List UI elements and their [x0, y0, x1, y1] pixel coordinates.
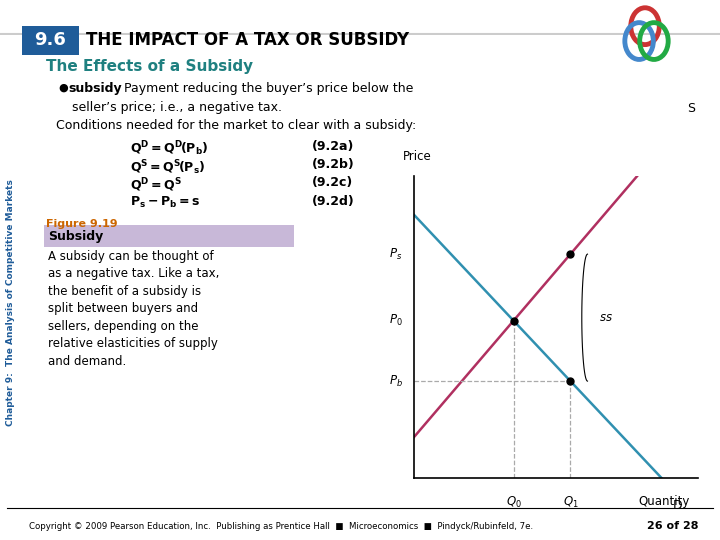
Text: Copyright © 2009 Pearson Education, Inc.  Publishing as Prentice Hall  ■  Microe: Copyright © 2009 Pearson Education, Inc.… — [29, 522, 533, 530]
Text: The Effects of a Subsidy: The Effects of a Subsidy — [46, 59, 253, 75]
Text: $\mathbf{Q^D = Q^D\!(P_b)}$: $\mathbf{Q^D = Q^D\!(P_b)}$ — [130, 140, 209, 158]
Text: $\mathbf{Q^S = Q^S\!(P_s)}$: $\mathbf{Q^S = Q^S\!(P_s)}$ — [130, 158, 206, 177]
Text: ●: ● — [58, 82, 68, 92]
Text: Figure 9.19: Figure 9.19 — [46, 219, 117, 228]
Text: $Q_0$: $Q_0$ — [505, 495, 521, 510]
Text: 9.6: 9.6 — [34, 31, 66, 49]
FancyBboxPatch shape — [44, 225, 294, 247]
Text: $\mathbf{Q^D = Q^S}$: $\mathbf{Q^D = Q^S}$ — [130, 177, 183, 194]
Text: $Q_1$: $Q_1$ — [562, 495, 578, 510]
Text: Chapter 9:  The Analysis of Competitive Markets: Chapter 9: The Analysis of Competitive M… — [6, 179, 15, 427]
Text: (9.2c): (9.2c) — [312, 177, 353, 190]
Text: Quantity: Quantity — [639, 495, 690, 508]
Text: D: D — [672, 499, 683, 512]
Text: Price: Price — [402, 151, 431, 164]
Text: (9.2b): (9.2b) — [312, 158, 355, 171]
Text: S: S — [687, 102, 695, 114]
Text: $P_s$: $P_s$ — [390, 247, 402, 262]
Text: A subsidy can be thought of
as a negative tax. Like a tax,
the benefit of a subs: A subsidy can be thought of as a negativ… — [48, 249, 219, 368]
Text: $\mathbf{P_s - P_b = s}$: $\mathbf{P_s - P_b = s}$ — [130, 195, 201, 210]
FancyBboxPatch shape — [22, 26, 79, 55]
Text: Conditions needed for the market to clear with a subsidy:: Conditions needed for the market to clea… — [56, 119, 416, 132]
Text: Subsidy: Subsidy — [48, 230, 103, 243]
Text: seller’s price; i.e., a negative tax.: seller’s price; i.e., a negative tax. — [72, 100, 282, 113]
Text: $P_0$: $P_0$ — [389, 313, 402, 328]
Text: $ss$: $ss$ — [599, 311, 613, 324]
Text: (9.2a): (9.2a) — [312, 140, 354, 153]
Text: subsidy: subsidy — [68, 82, 122, 95]
Text: THE IMPACT OF A TAX OR SUBSIDY: THE IMPACT OF A TAX OR SUBSIDY — [86, 31, 409, 49]
Text: (9.2d): (9.2d) — [312, 195, 355, 208]
Text: $P_b$: $P_b$ — [389, 374, 402, 389]
Text: 26 of 28: 26 of 28 — [647, 521, 698, 531]
Text: Payment reducing the buyer’s price below the: Payment reducing the buyer’s price below… — [117, 82, 414, 95]
